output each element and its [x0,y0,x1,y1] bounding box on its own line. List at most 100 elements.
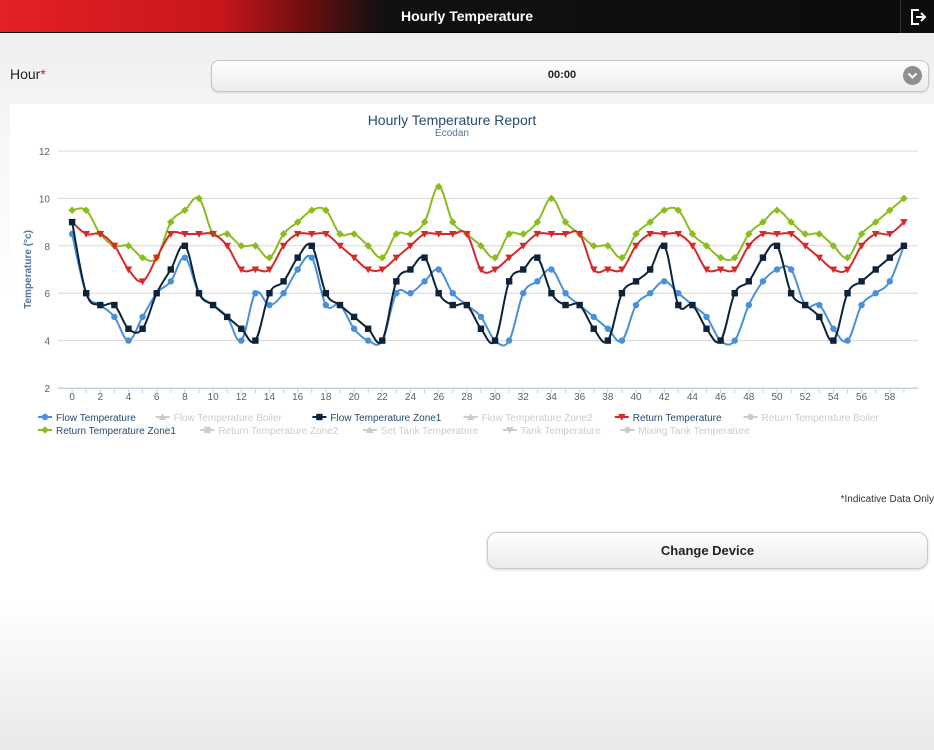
data-point [773,206,781,215]
data-point [632,278,640,285]
x-tick-label: 30 [489,392,501,403]
data-point [449,301,456,309]
x-tick-label: 14 [264,392,276,403]
legend-item-label: Return Temperature Zone2 [218,426,338,437]
data-point [830,337,837,344]
data-point [393,290,400,297]
x-tick-label: 26 [433,392,445,403]
exit-button[interactable] [900,0,934,33]
x-tick-label: 12 [236,392,248,403]
data-point [350,313,358,321]
data-point [604,266,612,274]
data-point [886,254,894,261]
data-point [716,253,725,262]
y-tick-label: 4 [44,337,50,348]
data-point [844,337,851,344]
data-point [407,290,414,297]
data-point [138,253,147,262]
data-point [589,266,598,274]
data-point [322,206,330,215]
legend-item-label: Flow Temperature Zone2 [482,413,593,424]
x-tick-label: 4 [126,392,132,403]
data-point [406,242,415,250]
data-point [590,325,597,332]
legend-marker [41,426,49,434]
legend-item-label: Tank Temperature [521,426,601,437]
data-point [435,266,442,273]
data-point [252,290,259,297]
data-point [534,278,541,285]
x-tick-label: 44 [687,392,699,403]
data-point [674,206,683,215]
data-point [68,218,76,226]
x-tick-label: 6 [154,392,160,403]
data-point [519,242,528,250]
data-point [125,337,132,344]
data-point [562,290,569,297]
legend-marker [316,413,323,421]
data-point [223,230,231,238]
hour-select[interactable]: 00:00 [211,60,929,92]
data-point [730,266,739,274]
legend-item-label: Flow Temperature [56,413,136,424]
x-tick-label: 48 [743,392,755,403]
data-point [195,194,203,203]
data-point [477,266,485,274]
x-tick-label: 46 [715,392,727,403]
data-point [82,206,90,215]
data-point [604,337,612,344]
data-point [364,325,372,332]
change-device-button[interactable]: Change Device [487,532,928,569]
x-tick-label: 36 [574,392,586,403]
data-point [350,254,358,262]
data-point [618,253,626,262]
data-point [661,278,668,285]
data-point [872,266,879,273]
x-tick-label: 20 [349,392,361,403]
data-point [717,337,724,344]
data-point [421,278,428,285]
data-point [787,266,795,273]
data-point [548,266,555,273]
data-point [378,266,387,274]
data-point [773,242,781,249]
data-point [378,253,387,262]
data-point [561,218,570,226]
data-point [265,266,274,274]
data-point [448,230,457,238]
chart-card: Hourly Temperature Report Ecodan 2 4 6 8 10 1… [10,104,934,444]
data-point [618,266,626,274]
data-point [745,278,753,285]
data-point [646,266,654,273]
data-point [632,230,640,238]
data-point [139,313,146,321]
x-tick-label: 10 [208,392,220,403]
data-point [407,266,414,273]
data-point [773,266,781,273]
x-tick-label: 40 [630,392,642,403]
x-tick-label: 34 [546,392,558,403]
legend-marker [366,426,374,433]
hour-label-text: Hour [10,66,41,82]
data-point [829,242,838,250]
data-point [787,290,795,297]
data-point [675,301,682,309]
y-tick-label: 12 [39,147,51,158]
hour-select-value: 00:00 [547,69,577,81]
legend-marker [506,427,514,434]
data-point [886,278,894,285]
data-point [181,254,189,261]
data-point [209,230,217,238]
data-point [379,337,386,344]
data-point [871,230,880,238]
data-point [294,254,301,261]
data-point [731,290,738,297]
data-point [420,230,429,238]
data-point [618,290,626,297]
data-point [308,254,315,261]
data-point [336,242,344,250]
data-point [702,266,711,274]
data-point [519,230,528,238]
data-point [307,230,316,238]
